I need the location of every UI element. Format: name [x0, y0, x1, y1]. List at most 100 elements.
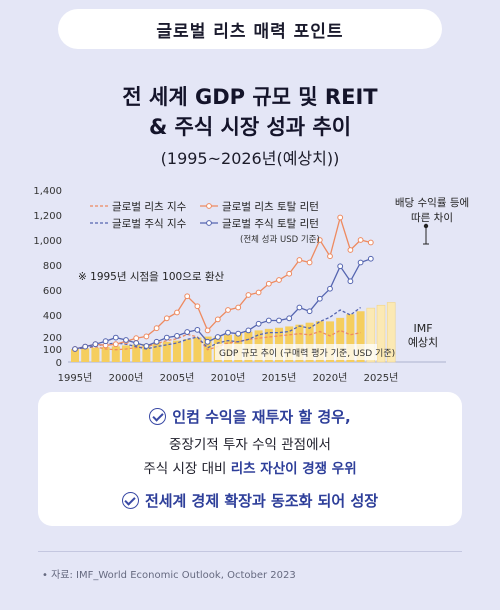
stock-total-return-point: [337, 263, 344, 270]
stock-total-return-point: [245, 327, 252, 334]
reit-total-return-point: [265, 280, 272, 287]
stock-total-return-point: [184, 329, 191, 335]
stock-total-return-point: [143, 343, 150, 349]
divider: [38, 551, 462, 552]
reit-total-return-point: [225, 307, 231, 313]
note-line4: 전세계 경제 확장과 동조화 되어 성장: [144, 492, 379, 510]
gdp-bar: [305, 322, 314, 362]
reit-total-return-point: [163, 315, 170, 322]
y-tick-label: 1,200: [33, 211, 62, 222]
stock-total-return-point: [367, 255, 374, 262]
gdp-bar: [81, 348, 90, 362]
stock-total-return-point: [174, 333, 180, 339]
legend-reit-index-label: 글로벌 리츠 지수: [112, 201, 187, 213]
stock-total-return-point: [306, 308, 313, 315]
y-tick-label: 600: [43, 286, 62, 297]
stock-total-return-point: [102, 338, 109, 345]
reit-total-return-point: [153, 325, 160, 332]
notes-card: 인컴 수익을 재투자 할 경우, 중장기적 투자 수익 관점에서 주식 시장 대…: [38, 392, 462, 526]
gdp-bar: [173, 340, 181, 362]
legend-stock-total-return-marker: [206, 220, 212, 226]
stock-total-return-point: [265, 317, 272, 324]
reit-total-return-point: [306, 259, 313, 266]
base-note: ※ 1995년 시점을 100으로 환산: [78, 271, 225, 283]
gdp-bar: [183, 339, 192, 362]
legend-stock-total-return-label: 글로벌 주식 토탈 리턴: [222, 217, 319, 230]
reit-total-return-point: [347, 247, 354, 253]
stock-total-return-point: [316, 295, 323, 302]
legend-reit-total-return-marker: [206, 203, 212, 209]
legend-reit-total-return-label: 글로벌 리츠 토탈 리턴: [222, 200, 319, 213]
stock-total-return-point: [296, 304, 303, 311]
note-line2: 중장기적 투자 수익 관점에서: [169, 437, 331, 453]
x-tick-label: 1995년: [58, 372, 93, 384]
header-title: 글로벌 리츠 매력 포인트: [156, 21, 344, 42]
reit-total-return-point: [184, 293, 191, 300]
source-note: • 자료: IMF_World Economic Outlook, Octobe…: [42, 570, 296, 581]
y-tick-label: 1,000: [33, 236, 62, 247]
reit-total-return-point: [357, 237, 364, 243]
header-banner: 글로벌 리츠 매력 포인트: [58, 9, 442, 49]
gdp-bar: [386, 302, 396, 363]
legend-stock-index-label: 글로벌 주식 지수: [112, 218, 187, 230]
reit-total-return-point: [327, 253, 333, 260]
check-circle-icon: [121, 492, 139, 509]
note-headline-2: 전세계 경제 확장과 동조화 되어 성장: [38, 490, 462, 511]
gdp-bar: [71, 349, 79, 362]
stock-total-return-point: [276, 317, 282, 324]
stock-total-return-point: [133, 340, 140, 346]
y-tick-label: 400: [43, 311, 62, 322]
gdp-bar: [356, 311, 365, 362]
note-line3-prefix: 주식 시장 대비: [143, 461, 231, 477]
gdp-bar: [326, 321, 334, 362]
reit-total-return-point: [174, 309, 180, 316]
gdp-bar: [295, 324, 304, 362]
stock-total-return-point: [255, 320, 262, 327]
dividend-note-line2: 따른 차이: [411, 212, 453, 224]
gdp-bar: [315, 321, 324, 362]
gdp-bar: [366, 307, 376, 363]
reit-total-return-point: [296, 257, 303, 263]
reit-total-return-point: [235, 304, 242, 311]
reit-total-return-point: [143, 333, 150, 340]
gdp-bar: [91, 347, 100, 362]
gdp-note-bg: [215, 344, 377, 360]
reit-total-return-point: [194, 303, 201, 310]
legend-note: (전체 성과 USD 기준): [240, 234, 320, 245]
x-tick-label: 2000년: [109, 372, 144, 384]
x-tick-label: 2025년: [364, 372, 399, 384]
check-circle-icon: [149, 408, 167, 425]
imf-note-line1: IMF: [413, 322, 432, 335]
gdp-bar: [162, 341, 171, 362]
stock-total-return-point: [123, 337, 129, 343]
x-tick-label: 2010년: [211, 372, 246, 384]
y-tick-label: 1,400: [33, 186, 62, 197]
note-line3: 주식 시장 대비 리츠 자산이 경쟁 우위: [38, 457, 462, 477]
note-line3-highlight: 리츠 자산이 경쟁 우위: [230, 461, 357, 477]
dividend-bracket-dot: [423, 223, 429, 229]
gdp-bar: [122, 345, 130, 362]
reit-total-return-point: [316, 237, 323, 243]
stock-total-return-point: [92, 341, 99, 348]
gdp-bar: [142, 343, 151, 362]
x-tick-label: 2020년: [313, 372, 348, 384]
stock-total-return-point: [194, 326, 201, 333]
stock-total-return-point: [235, 330, 242, 337]
x-tick-label: 2005년: [160, 372, 195, 384]
page-title: 전 세계 GDP 규모 및 REIT & 주식 시장 성과 추이: [0, 82, 500, 142]
stock-total-return-point: [286, 315, 293, 322]
gdp-bar: [346, 314, 355, 362]
stock-total-return-point: [112, 334, 119, 341]
reit-total-return-point: [286, 270, 293, 277]
gdp-bar: [152, 343, 161, 362]
stock-total-return-point: [357, 259, 364, 266]
stock-total-return-point: [214, 334, 221, 340]
gdp-bar: [336, 317, 345, 362]
gdp-bar: [132, 344, 141, 362]
x-tick-label: 2015년: [262, 372, 297, 384]
stock-index-line: [74, 306, 361, 350]
reit-total-return-point: [214, 316, 221, 323]
page-title-line2: & 주식 시장 성과 추이: [148, 115, 352, 139]
note-line1: 인컴 수익을 재투자 할 경우,: [172, 408, 351, 426]
